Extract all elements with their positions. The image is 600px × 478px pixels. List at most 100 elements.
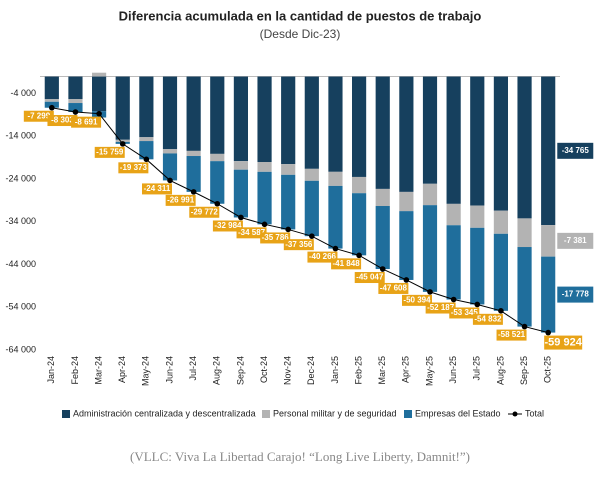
value-label-box: [47, 115, 78, 127]
value-label: -45 047: [356, 273, 384, 282]
bar-segment: [68, 76, 83, 100]
value-label: -37 356: [285, 240, 313, 249]
bar-segment: [68, 99, 83, 104]
bar-segment: [470, 76, 485, 206]
bar-segment: [399, 211, 414, 280]
value-label: -7 381: [564, 236, 587, 245]
total-marker: [498, 308, 504, 314]
bar-segment: [44, 99, 59, 102]
bar-segment: [162, 153, 178, 181]
value-label-box: [307, 251, 338, 263]
x-tick-label: Aug-25: [495, 356, 505, 385]
bar-segment: [162, 76, 178, 150]
bar-segment: [541, 76, 556, 226]
total-marker: [119, 141, 126, 147]
total-marker: [238, 214, 244, 221]
total-marker: [261, 221, 268, 228]
bar-segment: [257, 162, 272, 172]
value-label-box: [23, 110, 54, 122]
bar-segment: [115, 139, 130, 142]
value-label-box: [544, 335, 583, 350]
bar-segment: [328, 171, 343, 186]
x-tick-label: Oct-25: [543, 356, 553, 383]
bar-segment: [375, 206, 390, 270]
value-label-box: [236, 227, 267, 239]
total-marker: [96, 110, 102, 117]
value-label-box: [260, 232, 291, 244]
bar-segment: [304, 76, 319, 169]
bar-segment: [446, 225, 461, 300]
value-label: -8 303: [51, 116, 74, 125]
value-label: -40 266: [309, 252, 337, 261]
total-marker: [332, 245, 339, 252]
x-tick-label: Aug-24: [212, 356, 222, 385]
bar-segment: [422, 183, 438, 206]
value-label-box: [118, 162, 149, 174]
value-label-box: [378, 282, 409, 294]
value-label-box: [354, 272, 385, 284]
legend-swatch: [404, 410, 412, 418]
value-label: -7 299: [27, 111, 50, 120]
bar-segment: [257, 76, 272, 162]
total-marker: [143, 156, 150, 163]
x-tick-label: Mar-25: [377, 356, 387, 385]
x-tick-label: Apr-25: [401, 356, 411, 383]
bar-segment: [44, 76, 59, 100]
x-tick-label: Sep-24: [235, 356, 245, 385]
bar-segment: [493, 233, 508, 311]
total-marker: [309, 233, 315, 239]
value-label: -52 187: [427, 303, 455, 312]
x-tick-label: Jan-24: [46, 356, 56, 384]
x-tick-label: Apr-24: [117, 356, 127, 383]
total-marker: [190, 189, 197, 195]
x-tick-label: May-25: [424, 356, 434, 386]
total-marker: [521, 323, 528, 330]
legend-label: Empresas del Estado: [415, 408, 501, 418]
bar-segment: [328, 185, 343, 249]
legend-swatch: [262, 410, 270, 418]
x-tick-label: Jun-25: [448, 356, 458, 384]
total-marker: [356, 252, 362, 259]
bar-segment: [233, 76, 248, 162]
total-marker: [427, 289, 433, 295]
value-label: -53 345: [451, 308, 479, 317]
bar-segment: [210, 161, 225, 204]
value-label-box: [142, 183, 172, 195]
caption: (VLLC: Viva La Libertad Carajo! “Long Li…: [130, 449, 470, 464]
total-marker: [379, 266, 386, 272]
bar-segment: [304, 180, 319, 237]
bar-segment: [399, 191, 414, 212]
y-tick-label: -24 000: [5, 173, 36, 183]
bar-segment: [281, 76, 296, 165]
value-label-box: [557, 232, 594, 249]
total-marker: [214, 200, 221, 207]
value-label-box: [449, 307, 480, 319]
x-tick-label: Oct-24: [259, 356, 269, 383]
total-marker: [403, 277, 410, 283]
value-label: -24 311: [144, 184, 171, 193]
value-label: -59 924: [545, 336, 583, 348]
value-label: -50 394: [403, 295, 431, 304]
bar-segment: [541, 225, 556, 257]
bar-segment: [328, 76, 343, 172]
y-tick-label: -44 000: [5, 259, 36, 269]
value-label: -17 778: [562, 290, 590, 299]
bar-segment: [517, 218, 532, 248]
chart-title: Diferencia acumulada en la cantidad de p…: [119, 8, 482, 23]
value-label-box: [496, 329, 527, 341]
x-tick-label: Jan-25: [330, 356, 340, 384]
bar-segment: [446, 203, 461, 226]
x-tick-label: Feb-24: [70, 356, 80, 385]
bar-segment: [139, 76, 154, 138]
total-marker: [450, 296, 457, 303]
value-label-box: [402, 294, 432, 306]
value-label: -41 848: [333, 259, 361, 268]
value-label: -32 984: [214, 221, 242, 230]
value-label: -58 521: [498, 330, 526, 339]
value-label: -54 832: [474, 314, 502, 323]
total-marker: [49, 104, 55, 111]
bar-segment: [541, 256, 556, 333]
bar-segment: [352, 193, 367, 256]
bar-segment: [304, 168, 319, 181]
